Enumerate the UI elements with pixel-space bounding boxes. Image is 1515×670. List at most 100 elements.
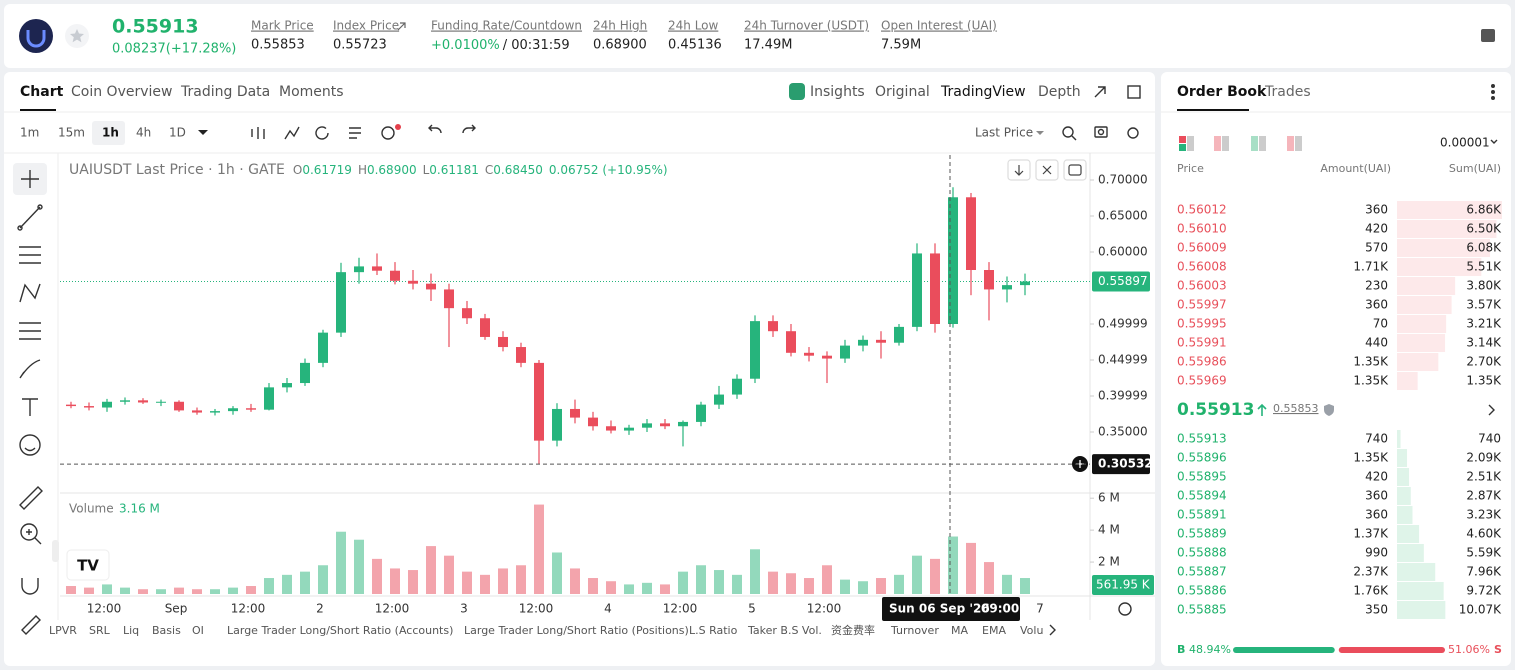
- candle-body: [588, 417, 598, 427]
- indicator[interactable]: Volu: [1020, 624, 1043, 637]
- indicator[interactable]: Large Trader Long/Short Ratio (Positions…: [464, 624, 689, 637]
- indicator[interactable]: Taker B.S Vol.: [747, 624, 822, 637]
- indicator[interactable]: Liq: [123, 624, 139, 637]
- countdown: / 00:31:59: [503, 38, 570, 53]
- candle-body: [246, 408, 256, 410]
- depth-bar: [1397, 239, 1491, 257]
- candle-body: [750, 321, 760, 379]
- candle-body: [138, 400, 148, 403]
- volume-bar: [750, 549, 760, 594]
- star-icon: [69, 29, 84, 43]
- volume-bar: [408, 570, 418, 594]
- candle-body: [804, 352, 814, 356]
- tab[interactable]: Trading Data: [180, 84, 270, 100]
- indicator[interactable]: OI: [192, 624, 204, 637]
- y-tick-label: 0.70000: [1098, 172, 1148, 186]
- view-option[interactable]: Depth: [1038, 84, 1081, 100]
- interval[interactable]: 1m: [20, 126, 39, 140]
- tv-logo: TV: [77, 557, 99, 575]
- depth-bar: [1397, 201, 1502, 219]
- view-option[interactable]: Insights: [810, 84, 865, 100]
- candle-body: [642, 423, 652, 428]
- indicator[interactable]: L.S Ratio: [689, 624, 738, 637]
- volume-bar: [138, 589, 148, 594]
- interval[interactable]: 1h: [102, 126, 119, 140]
- candle-body: [354, 266, 364, 273]
- candle-body: [1020, 281, 1030, 286]
- price-type[interactable]: Last Price: [975, 126, 1033, 140]
- volume-bar: [696, 565, 706, 594]
- volume-bar: [894, 574, 904, 594]
- stat-value: 17.49M: [744, 38, 792, 53]
- book-sum: 5.59K: [1466, 546, 1502, 560]
- volume-bar: [354, 539, 364, 594]
- book-sum: 2.09K: [1466, 451, 1502, 465]
- candle-body: [498, 336, 508, 348]
- book-price: 0.55995: [1177, 317, 1227, 331]
- indicator[interactable]: Turnover: [890, 624, 939, 637]
- chart-buttons[interactable]: [1007, 159, 1087, 181]
- book-tab[interactable]: Trades: [1264, 84, 1311, 100]
- tab[interactable]: Coin Overview: [71, 84, 172, 100]
- indicator[interactable]: EMA: [982, 624, 1006, 637]
- candle-body: [228, 408, 238, 412]
- indicator[interactable]: LPVR: [49, 624, 77, 637]
- ohlc-value: 0.61719: [302, 163, 352, 177]
- volume-bar: [1002, 574, 1012, 594]
- shield-icon: [1324, 404, 1334, 416]
- book-sum: 1.35K: [1466, 374, 1502, 388]
- volume-bar: [948, 536, 958, 594]
- view-option[interactable]: TradingView: [940, 84, 1026, 100]
- book-price: 0.55969: [1177, 374, 1227, 388]
- volume-bar: [318, 565, 328, 594]
- book-price: 0.55888: [1177, 546, 1227, 560]
- book-price: 0.55913: [1177, 432, 1227, 446]
- view-option[interactable]: Original: [875, 84, 930, 100]
- mark-price: 0.55853: [1273, 402, 1319, 415]
- interval[interactable]: 15m: [58, 126, 85, 140]
- volume-bar: [282, 574, 292, 594]
- book-amount: 740: [1365, 432, 1388, 446]
- precision[interactable]: 0.00001: [1440, 136, 1490, 150]
- toolbar-icons[interactable]: [198, 83, 1498, 636]
- indicator[interactable]: 资金费率: [831, 623, 875, 637]
- indicator[interactable]: MA: [951, 624, 968, 637]
- indicator[interactable]: SRL: [89, 624, 111, 637]
- depth-bar: [1397, 277, 1456, 295]
- book-amount: 990: [1365, 546, 1388, 560]
- y-tick-label: 0.49999: [1098, 317, 1148, 331]
- interval[interactable]: 4h: [136, 126, 151, 140]
- book-tab[interactable]: Order Book: [1177, 84, 1267, 100]
- buy-bar: [1233, 647, 1335, 653]
- buy-ratio: 48.94%: [1189, 643, 1231, 656]
- x-tick-label: 12:00: [87, 602, 122, 616]
- chart-legend: UAIUSDT Last Price · 1h · GATE O0.61719 H0…: [69, 162, 668, 178]
- book-sum: 9.72K: [1466, 584, 1502, 598]
- volume-bar: [426, 546, 436, 594]
- depth-bar: [1397, 487, 1411, 505]
- depth-bar: [1397, 220, 1497, 238]
- x-tick-label: 2: [316, 602, 324, 616]
- book-sum: 6.50K: [1466, 222, 1502, 236]
- interval[interactable]: 1D: [169, 126, 186, 140]
- candle-body: [408, 280, 418, 284]
- stat-value: 0.55853: [251, 38, 305, 53]
- volume-bar: [912, 555, 922, 594]
- menu-icon[interactable]: [1481, 29, 1495, 42]
- volume-value: 3.16 M: [119, 502, 160, 516]
- candle-body: [210, 411, 220, 413]
- book-mode-icons[interactable]: [1179, 136, 1302, 151]
- volume-bar: [768, 571, 778, 594]
- book-sum: 2.51K: [1466, 470, 1502, 484]
- indicator[interactable]: Large Trader Long/Short Ratio (Accounts): [227, 624, 453, 637]
- stat-label: 24h High: [593, 19, 647, 33]
- tab[interactable]: Moments: [279, 84, 344, 100]
- tab[interactable]: Chart: [20, 84, 64, 100]
- drawing-tools[interactable]: [17, 170, 43, 635]
- volume-bar: [804, 578, 814, 594]
- candle-body: [696, 404, 706, 422]
- indicator[interactable]: Basis: [152, 624, 181, 637]
- book-price: 0.56008: [1177, 260, 1227, 274]
- book-amount: 1.71K: [1353, 260, 1389, 274]
- collapse-handle[interactable]: [52, 540, 59, 562]
